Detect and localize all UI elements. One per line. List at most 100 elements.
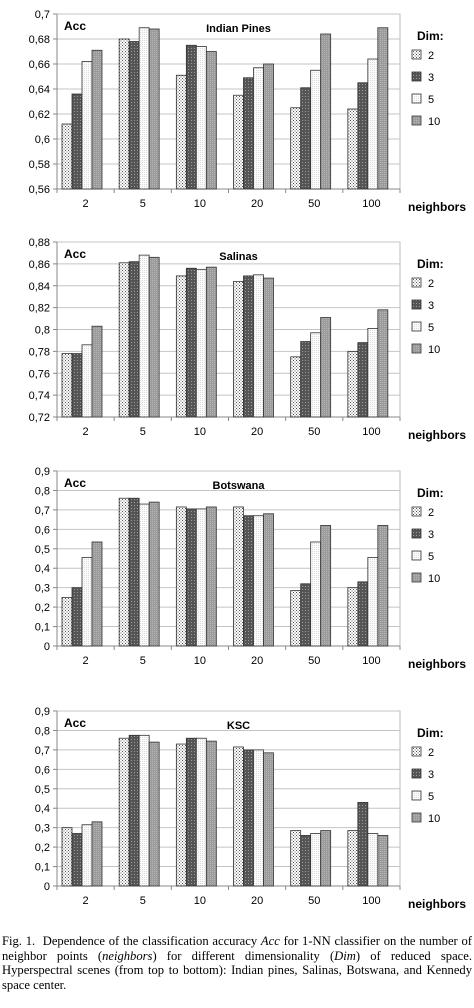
legend-item-label: 5 — [428, 791, 434, 803]
bar — [377, 27, 389, 190]
caption-acc-term: Acc — [260, 934, 280, 948]
bar — [71, 93, 83, 190]
bar — [253, 274, 264, 418]
y-tick-label: 0,7 — [35, 505, 50, 517]
bar — [61, 353, 73, 418]
x-tick-label: 5 — [140, 895, 146, 907]
chart-panel-ksc: 0 0,1 0,2 0,3 0,4 0,5 0,6 0,7 0,8 0,9 2 5 10 20 50 100 n… — [2, 697, 472, 919]
bar — [185, 737, 197, 887]
chart-panel-salinas: 0,72 0,74 0,76 0,78 0,8 0,82 0,84 0,86 0,88 2 5 10 2… — [2, 228, 472, 450]
bar — [118, 737, 130, 887]
y-tick-label: 0,74 — [29, 390, 50, 402]
bar — [367, 557, 379, 647]
bar — [185, 44, 197, 190]
bar — [128, 261, 140, 418]
x-tick-label: 50 — [308, 655, 320, 667]
figure-caption: Fig. 1. Dependence of the classification… — [2, 934, 472, 992]
legend-item-label: 10 — [428, 813, 440, 825]
bar — [81, 61, 93, 190]
legend-item-label: 5 — [428, 94, 434, 106]
bar — [347, 587, 359, 647]
bar — [290, 107, 302, 190]
chart-title: Botswana — [213, 480, 266, 492]
bar — [310, 541, 322, 647]
y-tick-label: 0,4 — [35, 563, 50, 575]
bar — [138, 27, 150, 190]
chart-panel-botswana: 0 0,1 0,2 0,3 0,4 0,5 0,6 0,7 0,8 0,9 2 5 10 20 50 100 n… — [2, 457, 472, 679]
legend-item-label: 10 — [428, 116, 440, 128]
bar — [310, 69, 322, 190]
legend-swatch — [411, 277, 422, 288]
bar — [61, 123, 73, 190]
legend-swatch — [411, 506, 422, 517]
legend-swatch — [411, 768, 422, 779]
bar — [367, 58, 379, 190]
y-tick-label: 0,88 — [29, 237, 50, 249]
bar — [185, 267, 197, 418]
bar — [71, 587, 83, 647]
legend-swatch — [411, 746, 422, 757]
bar — [357, 581, 369, 647]
bar — [175, 275, 187, 418]
bar — [243, 77, 254, 190]
x-axis-label: neighbors — [408, 657, 466, 671]
bar — [367, 833, 379, 887]
plot-area — [56, 13, 401, 190]
legend-item-label: 3 — [428, 72, 434, 84]
chart-botswana: 0 0,1 0,2 0,3 0,4 0,5 0,6 0,7 0,8 0,9 2 5 10 20 50 100 n… — [35, 466, 467, 671]
bar — [205, 266, 217, 418]
bar — [310, 833, 322, 887]
legend-title: Dim: — [417, 257, 444, 271]
bar — [118, 262, 130, 418]
caption-text-2: for 1-NN classifier on the number of nei… — [2, 934, 473, 963]
bar — [81, 557, 93, 647]
chart-indian-pines: 0,56 0,58 0,6 0,62 0,64 0,66 0,68 0,7 2 5 10 20 50 10… — [29, 9, 467, 214]
y-tick-label: 0,1 — [35, 862, 50, 874]
bar — [377, 309, 389, 418]
y-tick-label: 0,76 — [29, 368, 50, 380]
bar — [195, 508, 207, 647]
legend-swatch — [411, 321, 422, 332]
bar — [357, 342, 369, 418]
y-tick-label: 0,8 — [35, 485, 50, 497]
y-axis-label: Acc — [64, 476, 86, 490]
y-tick-label: 0,56 — [29, 184, 50, 196]
bar — [357, 801, 369, 887]
legend-swatch — [411, 550, 422, 561]
bar — [253, 515, 264, 647]
bar — [138, 734, 150, 887]
bar — [290, 590, 302, 647]
chart-title: Indian Pines — [206, 23, 271, 35]
bar — [128, 497, 140, 647]
bar — [205, 740, 217, 887]
bar — [243, 749, 254, 887]
legend-item-label: 2 — [428, 507, 434, 519]
bar — [347, 350, 359, 418]
bar — [290, 830, 302, 887]
bar — [91, 541, 103, 647]
y-tick-label: 0,5 — [35, 544, 50, 556]
y-tick-label: 0,58 — [29, 159, 50, 171]
y-tick-label: 0,84 — [29, 281, 50, 293]
bar — [347, 108, 359, 190]
y-tick-label: 0,86 — [29, 259, 50, 271]
bar — [118, 38, 130, 190]
caption-text-4: ) of reduced space. Hyperspectral scenes… — [2, 948, 472, 992]
y-tick-label: 0,7 — [35, 745, 50, 757]
bar — [118, 497, 130, 647]
legend-item-label: 10 — [428, 573, 440, 585]
legend-swatch — [411, 528, 422, 539]
x-tick-label: 10 — [194, 655, 206, 667]
legend-item-label: 2 — [428, 50, 434, 62]
bar — [71, 833, 83, 887]
chart-ksc: 0 0,1 0,2 0,3 0,4 0,5 0,6 0,7 0,8 0,9 2 5 10 20 50 100 n… — [35, 706, 467, 911]
y-tick-label: 0,1 — [35, 622, 50, 634]
x-tick-label: 10 — [194, 426, 206, 438]
bar — [357, 82, 369, 190]
caption-text-1: Dependence of the classification accurac… — [42, 934, 261, 948]
legend-item-label: 2 — [428, 278, 434, 290]
bar — [263, 63, 274, 190]
bar — [347, 830, 359, 887]
bar — [377, 525, 389, 647]
y-tick-label: 0,72 — [29, 412, 50, 424]
